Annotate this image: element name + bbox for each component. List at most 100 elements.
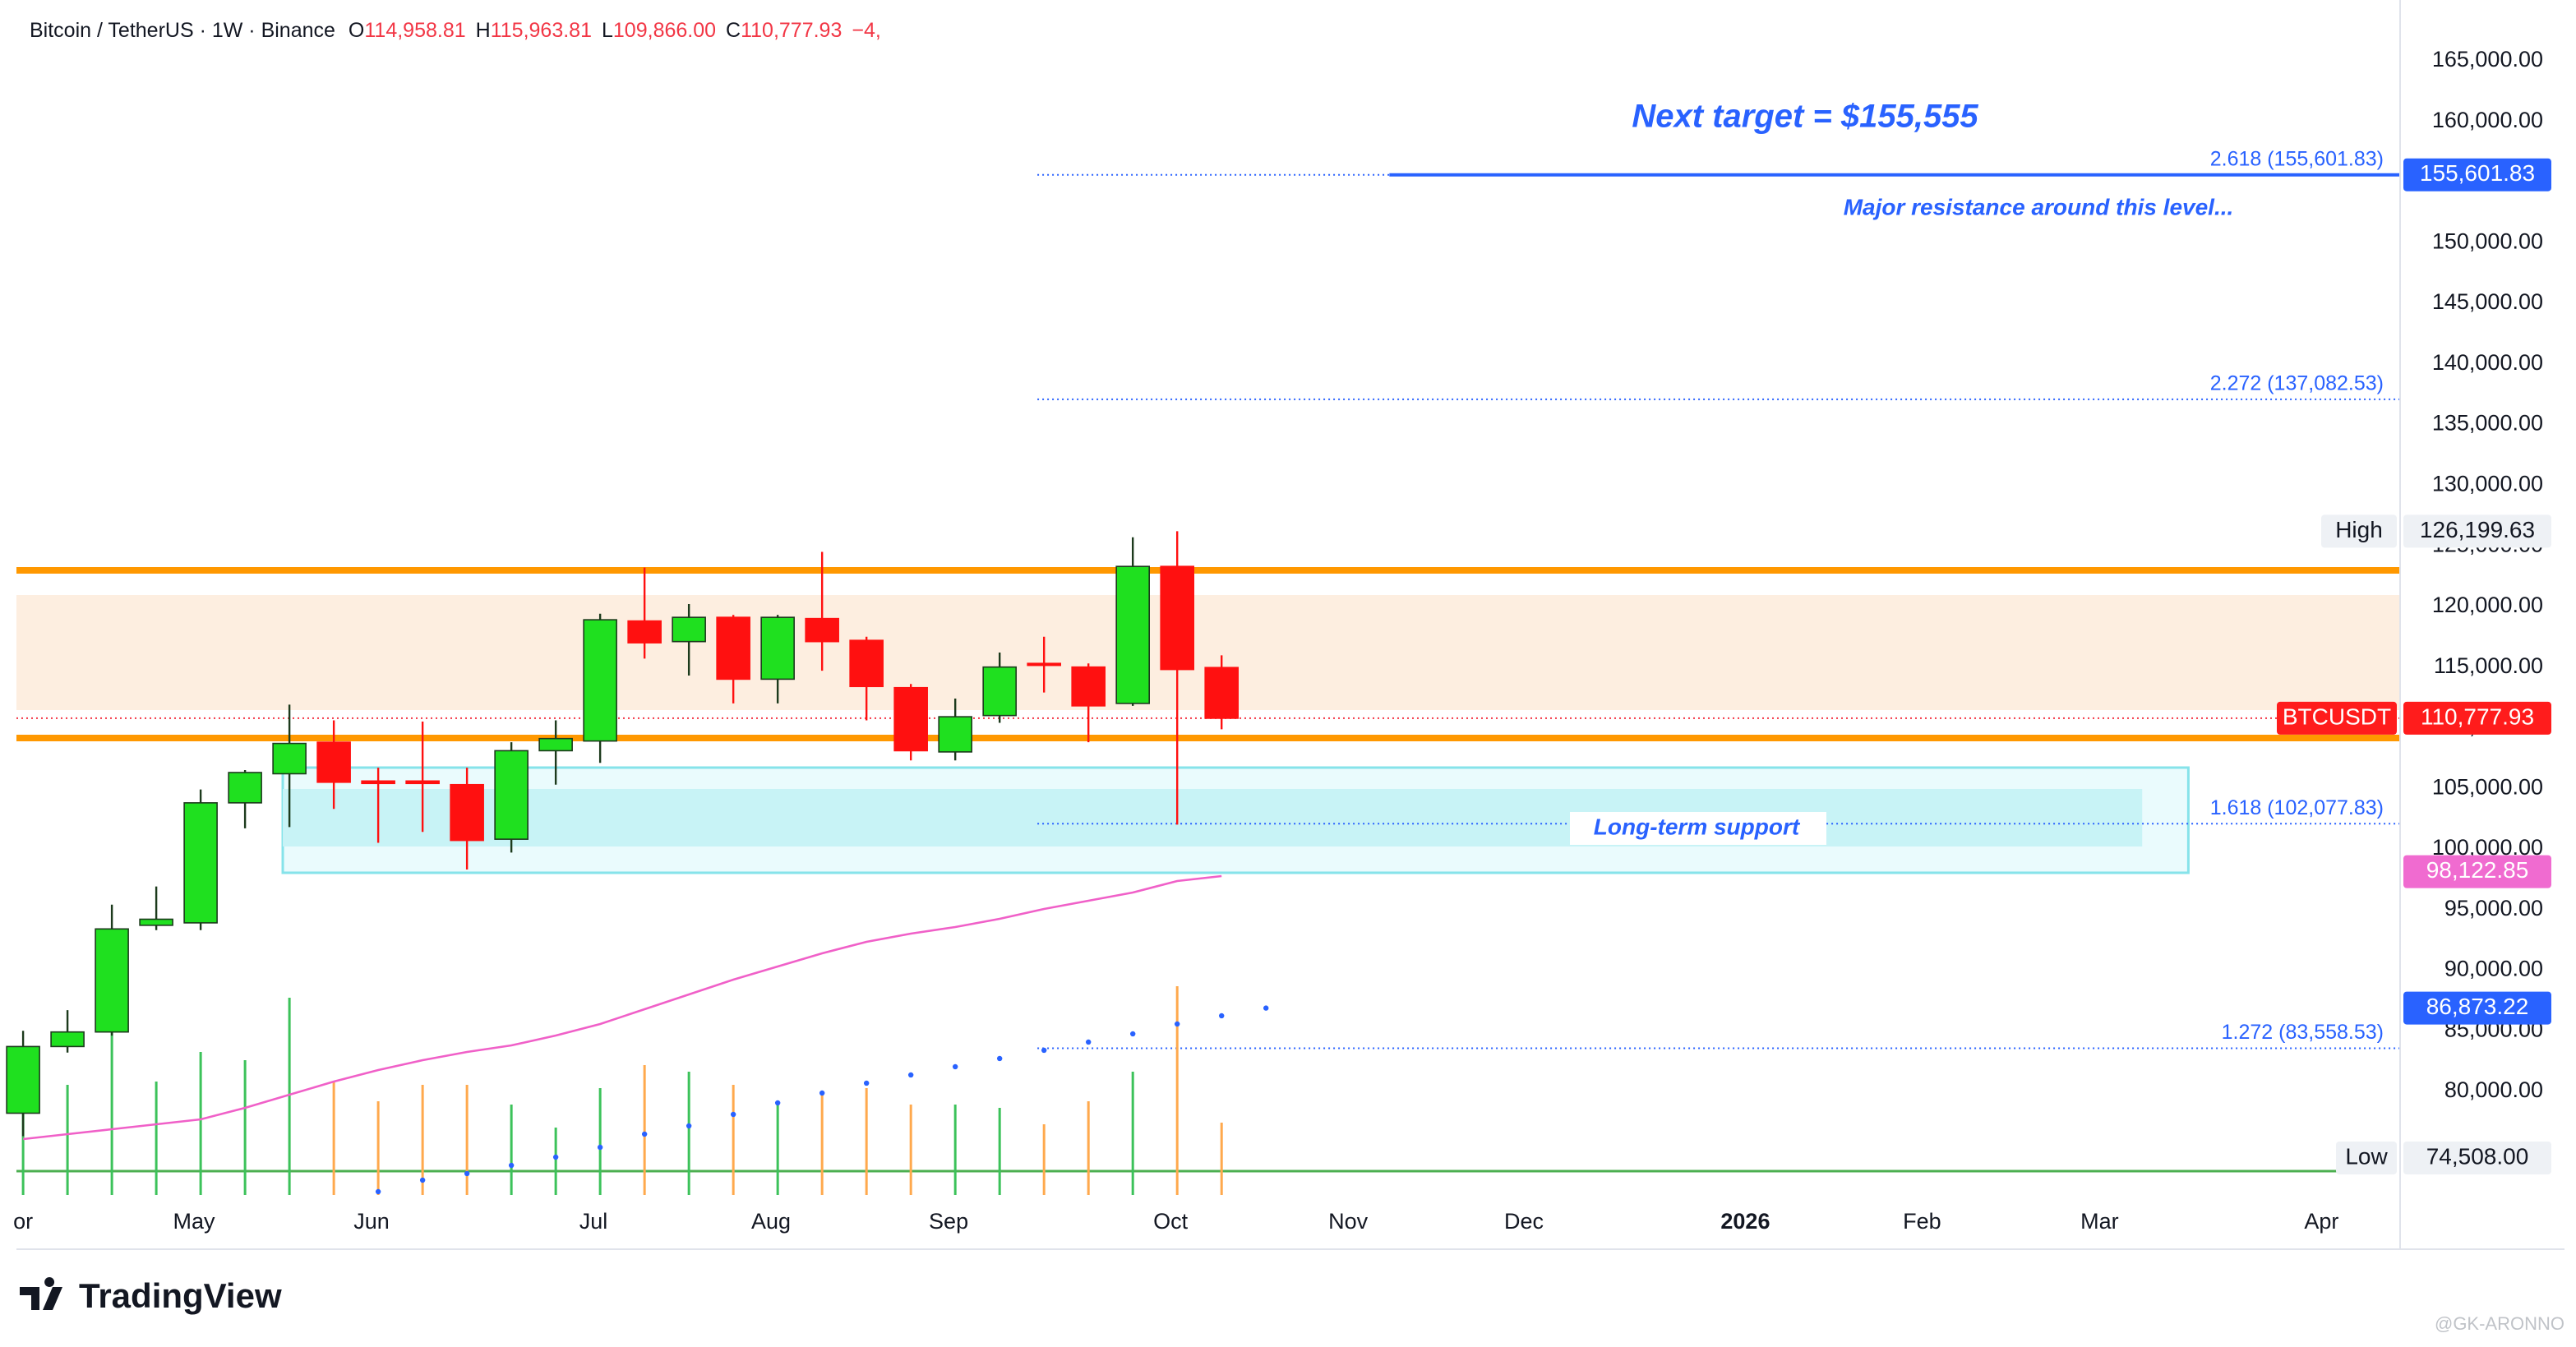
target-title: Next target = $155,555	[1632, 99, 1978, 135]
candle-body	[716, 616, 750, 680]
y-tick-label: 150,000.00	[2432, 228, 2543, 253]
x-tick-label: or	[13, 1209, 33, 1234]
high-tag: High	[2335, 517, 2383, 542]
candle-body	[1204, 667, 1240, 719]
target-value: 155,601.83	[2420, 160, 2535, 186]
y-tick-label: 130,000.00	[2432, 471, 2543, 496]
logo-text: TradingView	[79, 1276, 282, 1315]
candle-body	[228, 772, 262, 804]
dots-price-value: 86,873.22	[2426, 994, 2529, 1019]
indicator-dot	[597, 1144, 603, 1151]
support-inner	[283, 788, 2143, 846]
indicator-dot	[641, 1131, 648, 1137]
ma-price-value: 98,122.85	[2426, 857, 2529, 883]
watermark: @GK-ARONNO	[2435, 1313, 2564, 1334]
indicator-dot	[907, 1072, 914, 1078]
candle-body	[95, 928, 129, 1033]
symbol: Bitcoin / TetherUS · 1W · Binance	[30, 19, 335, 42]
y-tick-label: 95,000.00	[2444, 896, 2543, 920]
x-tick-label: May	[173, 1209, 216, 1234]
candle-body	[893, 686, 928, 752]
x-tick-label: Nov	[1328, 1209, 1369, 1234]
high-value: 126,199.63	[2420, 517, 2535, 542]
y-tick-label: 160,000.00	[2432, 108, 2543, 132]
candle-body	[450, 783, 484, 842]
candle-body	[938, 716, 972, 753]
target-note: Major resistance around this level...	[1844, 194, 2234, 219]
indicator-dot	[1174, 1021, 1180, 1027]
candle-body	[672, 616, 706, 643]
indicator-dot	[996, 1055, 1003, 1062]
indicator-dot	[552, 1154, 559, 1160]
candle-body	[316, 741, 351, 783]
ohlc-key: L	[602, 19, 613, 42]
y-tick-label: 135,000.00	[2432, 411, 2543, 436]
x-tick-label: Feb	[1903, 1209, 1941, 1234]
fib-label: 1.618 (102,077.83)	[2210, 796, 2384, 819]
ohlc-key: H	[476, 19, 491, 42]
x-tick-label: Jul	[579, 1209, 608, 1234]
indicator-dot	[952, 1063, 958, 1070]
y-tick-label: 145,000.00	[2432, 289, 2543, 314]
indicator-dot	[1129, 1031, 1136, 1037]
ohlc-key: C	[726, 19, 741, 42]
candle-body	[760, 616, 795, 680]
ohlc-value: 110,777.93	[741, 19, 842, 42]
indicator-dot	[1085, 1039, 1092, 1045]
candle-body	[6, 1045, 40, 1114]
candle-body	[405, 780, 440, 785]
candle-body	[849, 639, 884, 688]
candle-body	[50, 1031, 85, 1048]
last-price-tag-box	[2277, 701, 2397, 735]
indicator-dot	[508, 1162, 515, 1169]
indicator-dot	[863, 1080, 870, 1086]
indicator-dot	[419, 1177, 426, 1183]
y-tick-label: 80,000.00	[2444, 1077, 2543, 1102]
candle-body	[272, 742, 307, 775]
x-tick-label: Dec	[1504, 1209, 1544, 1234]
indicator-dot	[1041, 1047, 1047, 1054]
ma-price-box	[2403, 855, 2551, 888]
indicator-dot	[819, 1090, 825, 1096]
x-tick-label: Jun	[353, 1209, 390, 1234]
indicator-dot	[774, 1100, 781, 1106]
target-box	[2403, 158, 2551, 191]
indicator-dot	[1263, 1005, 1269, 1011]
candle-body	[538, 737, 573, 752]
candle-body	[805, 617, 839, 643]
indicator-dot	[375, 1188, 381, 1195]
y-tick-label: 140,000.00	[2432, 350, 2543, 375]
candle-body	[1115, 565, 1150, 704]
y-tick-label: 90,000.00	[2444, 957, 2543, 981]
candle-body	[583, 619, 617, 742]
low-box	[2403, 1141, 2551, 1174]
y-tick-label: 105,000.00	[2432, 774, 2543, 799]
candle-body	[627, 620, 662, 644]
x-tick-label: Apr	[2304, 1209, 2338, 1234]
indicator-dot	[686, 1123, 692, 1129]
indicator-dot	[1219, 1013, 1225, 1019]
fib-label: 2.618 (155,601.83)	[2210, 147, 2384, 170]
support-label: Long-term support	[1594, 814, 1801, 839]
last-price-tag: BTCUSDT	[2283, 703, 2391, 729]
low-value: 74,508.00	[2426, 1143, 2529, 1169]
candle-body	[139, 918, 173, 926]
indicator-dot	[464, 1170, 470, 1177]
candle-body	[1027, 662, 1061, 667]
x-tick-label: Oct	[1153, 1209, 1189, 1234]
ohlc-key: O	[349, 19, 364, 42]
indicator-dot	[730, 1111, 736, 1118]
y-tick-label: 115,000.00	[2434, 653, 2543, 678]
candle-body	[982, 666, 1017, 717]
x-tick-label: Mar	[2080, 1209, 2119, 1234]
header: Bitcoin / TetherUS · 1W · Binance O114,95…	[30, 19, 881, 42]
last-price-box	[2403, 701, 2551, 735]
high-tag-box	[2321, 514, 2397, 548]
x-tick-label: Sep	[929, 1209, 968, 1234]
change: −4,	[852, 19, 880, 42]
candle-body	[1160, 565, 1194, 671]
x-tick-label: Aug	[751, 1209, 791, 1234]
dots-price-box	[2403, 991, 2551, 1025]
high-box	[2403, 514, 2551, 548]
